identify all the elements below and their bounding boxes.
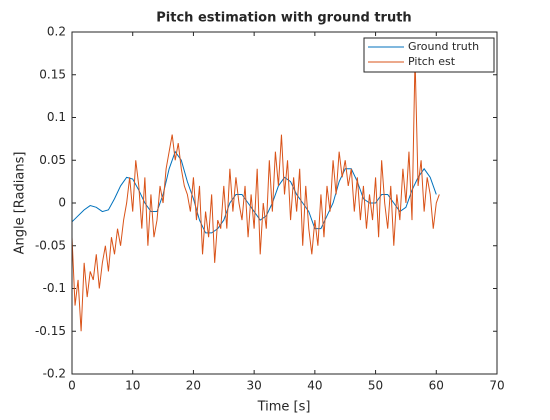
x-axis-label: Time [s] — [257, 400, 311, 415]
data-line — [71, 57, 440, 332]
x-tick-label: 20 — [186, 379, 201, 393]
x-tick-label: 30 — [247, 379, 262, 393]
x-tick-label: 10 — [125, 379, 140, 393]
y-axis-label: Angle [Radians] — [13, 152, 28, 255]
y-tick-label: 0.15 — [39, 67, 66, 81]
legend-label: Pitch est — [408, 55, 456, 68]
data-line — [71, 150, 437, 234]
y-tick-label: -0.1 — [43, 281, 66, 295]
y-tick-label: -0.05 — [35, 238, 66, 252]
legend-label: Ground truth — [408, 40, 479, 53]
y-tick-label: -0.2 — [43, 367, 66, 381]
y-tick-label: 0 — [58, 196, 66, 210]
x-tick-label: 60 — [429, 379, 444, 393]
x-tick-label: 50 — [368, 379, 383, 393]
y-tick-label: 0.2 — [47, 25, 66, 39]
y-tick-label: -0.15 — [35, 324, 66, 338]
x-tick-label: 0 — [68, 379, 76, 393]
y-tick-label: 0.1 — [47, 110, 66, 124]
chart-title: Pitch estimation with ground truth — [156, 11, 411, 26]
x-tick-label: 40 — [307, 379, 322, 393]
y-tick-label: 0.05 — [39, 153, 66, 167]
plot-frame — [71, 31, 498, 375]
legend-box — [363, 37, 495, 73]
x-tick-label: 70 — [489, 379, 504, 393]
